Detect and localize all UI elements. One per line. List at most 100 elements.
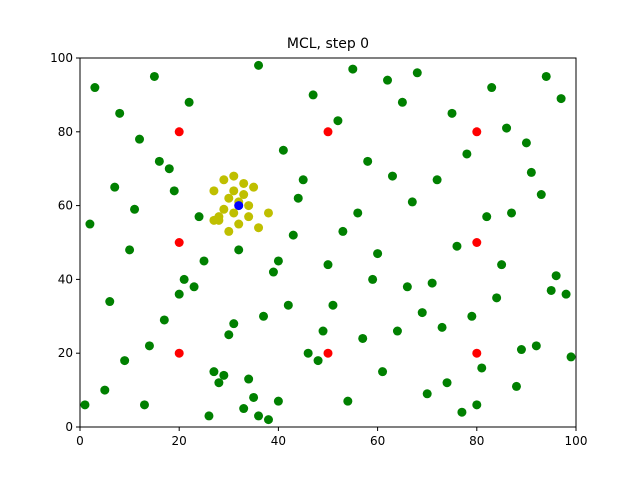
point (417, 308, 427, 318)
point (358, 333, 368, 343)
point (447, 108, 457, 118)
x-tick-label: 40 (271, 434, 286, 448)
point (214, 215, 224, 225)
point (368, 274, 378, 284)
y-tick-label: 60 (58, 199, 73, 213)
point (219, 370, 229, 380)
point (219, 175, 229, 185)
point (254, 223, 264, 233)
point (229, 319, 239, 329)
point (273, 256, 283, 266)
point (254, 411, 264, 421)
point (169, 186, 179, 196)
point (541, 71, 551, 81)
point (244, 201, 254, 211)
point (427, 278, 437, 288)
point (224, 226, 234, 236)
point (313, 356, 323, 366)
point (472, 400, 482, 410)
point (249, 182, 259, 192)
point (392, 326, 402, 336)
point (397, 97, 407, 107)
point (105, 297, 115, 307)
point (263, 208, 273, 218)
point (125, 245, 135, 255)
point (80, 400, 90, 410)
point (184, 97, 194, 107)
point (373, 249, 383, 259)
point (263, 415, 273, 425)
point (487, 83, 497, 93)
point (303, 348, 313, 358)
point (174, 238, 184, 247)
x-tick-label: 20 (172, 434, 187, 448)
point (412, 68, 422, 78)
point (288, 230, 298, 240)
point (273, 396, 283, 406)
point (378, 367, 388, 377)
point (174, 348, 184, 358)
point (135, 134, 145, 144)
point (363, 156, 373, 166)
point (159, 315, 169, 325)
point (387, 171, 397, 181)
point (239, 190, 249, 200)
point (249, 392, 259, 402)
point (174, 289, 184, 299)
point (229, 208, 239, 218)
point (244, 212, 254, 222)
point (149, 71, 159, 81)
point (516, 345, 526, 355)
point (179, 274, 189, 284)
point (115, 108, 125, 118)
point (174, 127, 184, 137)
point (90, 83, 100, 93)
y-tick-label: 80 (58, 125, 73, 139)
point (472, 238, 482, 247)
point (110, 182, 120, 192)
point (234, 219, 244, 229)
point (343, 396, 353, 406)
point (531, 341, 541, 351)
point (130, 204, 140, 214)
point (521, 138, 531, 148)
point (209, 186, 219, 196)
point (224, 330, 234, 340)
point (383, 75, 393, 85)
point (189, 282, 199, 292)
point (452, 241, 462, 251)
point (556, 94, 566, 104)
x-tick-label: 100 (565, 434, 588, 448)
point (283, 300, 293, 310)
point (199, 256, 209, 266)
point (234, 201, 244, 211)
point (546, 285, 556, 295)
point (154, 156, 164, 166)
point (551, 271, 561, 281)
point (348, 64, 358, 74)
point (442, 378, 452, 388)
point (278, 145, 288, 155)
point (477, 363, 487, 373)
chart-title: MCL, step 0 (287, 36, 369, 52)
point (293, 193, 303, 203)
point (407, 197, 417, 207)
point (437, 322, 447, 332)
x-tick-label: 0 (76, 434, 84, 448)
point (234, 245, 244, 255)
y-tick-label: 20 (58, 346, 73, 360)
point (194, 212, 204, 222)
point (209, 367, 219, 377)
point (323, 127, 333, 137)
point (239, 404, 249, 414)
y-tick-label: 0 (65, 420, 73, 434)
point (298, 175, 308, 185)
y-tick-label: 100 (50, 51, 73, 65)
point (229, 186, 239, 196)
plot-frame (79, 57, 577, 428)
point (472, 348, 482, 358)
point (328, 300, 338, 310)
point (561, 289, 571, 299)
point (526, 167, 536, 177)
